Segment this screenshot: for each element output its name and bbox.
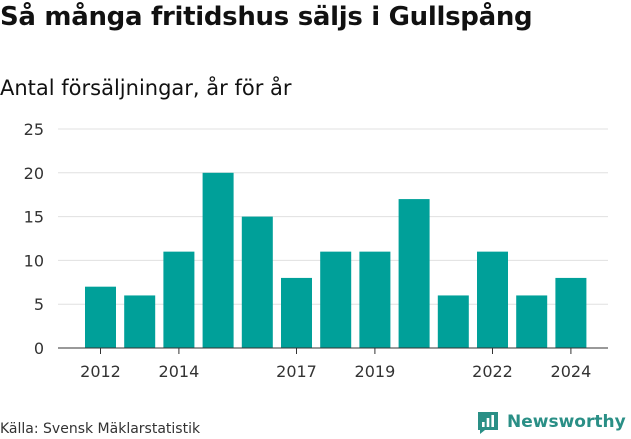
x-tick-label: 2022: [472, 362, 513, 381]
bar-2020: [398, 199, 430, 348]
bar-2019: [359, 251, 391, 348]
x-tick-label: 2024: [551, 362, 592, 381]
bars: [85, 172, 587, 348]
bar-2018: [320, 251, 352, 348]
newsworthy-logo-icon: [478, 412, 498, 434]
x-tick-label: 2012: [80, 362, 121, 381]
chart-subtitle: Antal försäljningar, år för år: [0, 76, 292, 100]
y-tick-label: 20: [24, 164, 44, 183]
brand-name: Newsworthy: [507, 412, 626, 432]
bar-chart: 0 5 10 15 20 25 2012 2014 2017 2019 2022 2024: [24, 120, 608, 381]
x-axis-ticks: 2012 2014 2017 2019 2022 2024: [80, 348, 591, 381]
y-tick-label: 15: [24, 208, 44, 227]
bar-2023: [516, 295, 548, 348]
bar-2013: [124, 295, 156, 348]
bar-2024: [555, 277, 587, 348]
bar-2022: [477, 251, 508, 348]
bar-2014: [163, 251, 195, 348]
bar-2015: [202, 172, 234, 348]
y-tick-label: 0: [34, 339, 44, 358]
source-note: Källa: Svensk Mäklarstatistik: [0, 421, 201, 437]
bar-2016: [241, 216, 273, 348]
bar-2021: [437, 295, 469, 348]
y-axis-ticks: 0 5 10 15 20 25: [24, 120, 44, 358]
brand-logo: Newsworthy: [476, 408, 626, 436]
bar-2017: [281, 277, 312, 348]
y-tick-label: 5: [34, 295, 44, 314]
x-tick-label: 2014: [159, 362, 200, 381]
y-tick-label: 10: [24, 251, 44, 270]
x-tick-label: 2017: [276, 362, 317, 381]
chart-title: Så många fritidshus säljs i Gullspång: [0, 2, 533, 32]
x-tick-label: 2019: [355, 362, 396, 381]
bar-2012: [85, 286, 116, 348]
y-tick-label: 25: [24, 120, 44, 139]
